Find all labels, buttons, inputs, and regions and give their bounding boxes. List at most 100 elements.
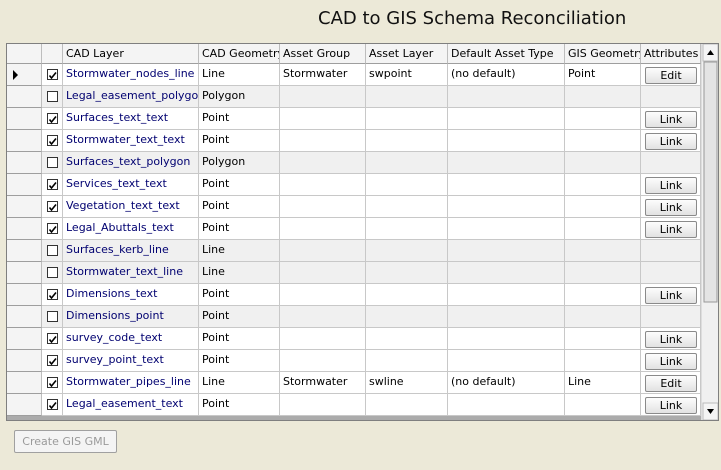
attributes-cell [641,152,701,174]
geometry-cell: Point [199,218,280,240]
current-row-arrow [13,70,18,80]
row-header [7,350,42,372]
row-header [7,196,42,218]
default-type-cell [448,328,565,350]
scrollbar-graphics [702,44,718,420]
checkbox[interactable] [47,201,58,212]
group-cell: Stormwater [280,372,366,394]
asset-layer-cell: swpoint [366,64,448,86]
asset-layer-cell [366,240,448,262]
attributes-button[interactable]: Edit [645,67,697,84]
geometry-cell: Point [199,196,280,218]
row-header [7,328,42,350]
asset-layer-cell [366,130,448,152]
check-cell [42,372,63,394]
attributes-button[interactable]: Link [645,397,697,414]
attributes-button[interactable]: Link [645,111,697,128]
checkbox[interactable] [47,91,58,102]
check-mark [48,335,57,344]
check-cell [42,86,63,108]
checkbox[interactable] [47,333,58,344]
check-cell [42,350,63,372]
attributes-button[interactable]: Link [645,287,697,304]
check-cell [42,218,63,240]
checkbox[interactable] [47,223,58,234]
group-cell [280,152,366,174]
column-header: CAD Layer [63,44,199,64]
checkbox[interactable] [47,135,58,146]
group-cell [280,394,366,416]
row-header [7,284,42,306]
default-type-cell: (no default) [448,64,565,86]
gis-geometry-cell [565,152,641,174]
default-type-cell [448,240,565,262]
gis-geometry-cell [565,284,641,306]
row-header [7,240,42,262]
checkbox[interactable] [47,69,58,80]
group-cell: Stormwater [280,64,366,86]
gis-geometry-cell [565,306,641,328]
group-cell [280,218,366,240]
attributes-button[interactable]: Link [645,353,697,370]
asset-layer-cell [366,394,448,416]
asset-layer-cell [366,152,448,174]
checkbox[interactable] [47,355,58,366]
default-type-cell [448,218,565,240]
check-cell [42,262,63,284]
geometry-cell: Point [199,174,280,196]
group-cell [280,108,366,130]
check-mark [48,115,57,124]
attributes-button[interactable]: Link [645,331,697,348]
asset-layer-cell [366,218,448,240]
column-header: Asset Layer [366,44,448,64]
checkbox[interactable] [47,113,58,124]
group-cell [280,174,366,196]
checkbox[interactable] [47,157,58,168]
layer-cell: Dimensions_text [63,284,199,306]
group-cell [280,196,366,218]
asset-layer-cell [366,328,448,350]
column-header: Asset Group [280,44,366,64]
gis-geometry-cell [565,130,641,152]
default-type-cell [448,174,565,196]
row-header [7,394,42,416]
check-mark [48,181,57,190]
layer-cell: Legal_easement_polygon [63,86,199,108]
default-type-cell [448,394,565,416]
check-mark [48,203,57,212]
row-header [7,152,42,174]
checkbox[interactable] [47,311,58,322]
geometry-cell: Polygon [199,86,280,108]
attributes-button[interactable]: Link [645,177,697,194]
geometry-cell: Line [199,64,280,86]
default-type-cell [448,350,565,372]
checkbox[interactable] [47,245,58,256]
scrollbar[interactable] [701,44,718,420]
checkbox[interactable] [47,377,58,388]
gis-geometry-cell [565,240,641,262]
attributes-button[interactable]: Link [645,221,697,238]
layer-cell: Stormwater_text_line [63,262,199,284]
checkbox[interactable] [47,399,58,410]
asset-layer-cell [366,86,448,108]
gis-geometry-cell: Line [565,372,641,394]
check-mark [48,225,57,234]
attributes-button[interactable]: Link [645,133,697,150]
attributes-button[interactable]: Edit [645,375,697,392]
layer-cell: Stormwater_pipes_line [63,372,199,394]
checkbox[interactable] [47,289,58,300]
attributes-button[interactable]: Link [645,199,697,216]
layer-cell: survey_code_text [63,328,199,350]
check-mark [48,357,57,366]
check-cell [42,284,63,306]
group-cell [280,240,366,262]
geometry-cell: Point [199,108,280,130]
attributes-cell [641,240,701,262]
create-gml-button[interactable]: Create GIS GML [14,430,117,453]
group-cell [280,86,366,108]
checkbox[interactable] [47,179,58,190]
asset-layer-cell [366,350,448,372]
column-header: CAD Geometry [199,44,280,64]
checkbox[interactable] [47,267,58,278]
